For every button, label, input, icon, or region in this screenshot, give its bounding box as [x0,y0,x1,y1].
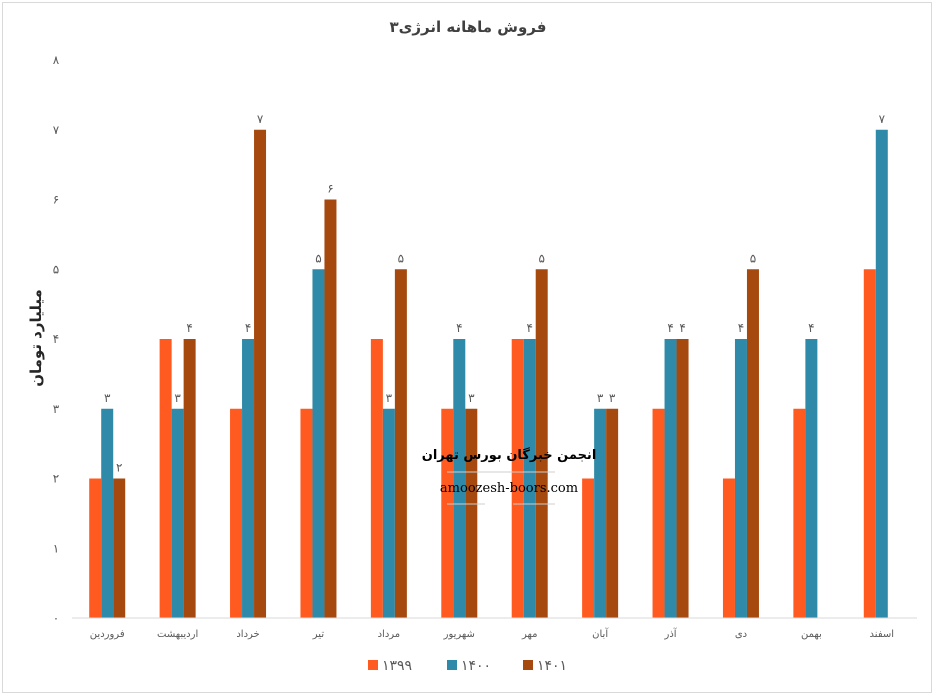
x-category-label: فروردین [90,629,125,640]
data-label: ۴ [186,321,192,335]
data-label: ۵ [398,251,404,265]
x-category-label: آبان [592,627,609,640]
data-label: ۴ [679,321,685,335]
bar [511,339,524,618]
x-category-label: مهر [521,629,537,640]
bar [324,199,337,618]
bar [652,408,665,618]
legend-label: ۱۴۰۱ [537,658,567,674]
y-axis-label: میلیارد تومان [27,289,45,387]
bar [370,339,383,618]
bar [793,408,806,618]
legend-swatch [368,660,378,670]
legend-swatch [447,660,457,670]
bar [805,339,818,618]
data-label: ۳ [174,391,181,405]
bar [453,339,466,618]
y-tick-label: ۶ [53,193,59,207]
y-tick-label: ۱ [53,541,59,555]
y-tick-label: ۵ [53,262,59,276]
legend-swatch [523,660,533,670]
data-label: ۲ [116,461,122,475]
x-axis-categories: فروردین اردیبهشت خرداد تیر مرداد شهریور مهر آبا… [90,627,894,640]
legend-label: ۱۴۰۰ [461,658,491,674]
data-label: ۴ [808,321,814,335]
data-label: ۴ [526,321,532,335]
data-label: ۴ [245,321,251,335]
bar [746,269,759,618]
x-category-label: خرداد [236,629,259,640]
data-label: ۳ [386,391,393,405]
y-tick-label: ۷ [53,123,60,137]
bar [312,269,325,618]
x-category-label: دی [735,629,747,640]
legend-label: ۱۳۹۹ [382,658,412,674]
data-label: ۳ [609,391,616,405]
bar [242,339,255,618]
watermark: انجمن خبرگان بورس تهران amoozesh-boors.c… [422,447,597,505]
y-tick-label: ۳ [53,402,60,416]
bar [594,408,607,618]
bar [606,408,619,618]
x-category-label: اردیبهشت [157,629,198,640]
x-category-label: مرداد [378,629,401,640]
data-label: ۳ [597,391,604,405]
y-tick-label: ۸ [53,53,60,67]
x-category-label: بهمن [801,629,822,640]
y-tick-label: ۲ [53,472,59,486]
data-label: ۷ [257,112,264,126]
bar [300,408,313,618]
bar [523,339,536,618]
bar [863,269,876,618]
data-label: ۴ [456,321,462,335]
data-label: ۷ [879,112,886,126]
bar [664,339,677,618]
data-label: ۶ [327,182,333,196]
bar [535,269,548,618]
bar [465,408,478,618]
data-label: ۵ [750,251,756,265]
bar [171,408,184,618]
bar [159,339,172,618]
x-category-label: اسفند [870,629,894,640]
bar [734,339,747,618]
y-tick-label: ۰ [53,611,59,625]
bar [441,408,454,618]
data-label: ۴ [667,321,673,335]
bar [582,478,595,618]
bar [113,478,126,618]
bar [875,129,888,618]
data-label: ۳ [104,391,111,405]
data-label: ۴ [738,321,744,335]
watermark-name: انجمن خبرگان بورس تهران [422,447,597,463]
data-label: ۵ [315,251,321,265]
bar [254,129,267,618]
watermark-url: amoozesh-boors.com [440,481,578,496]
bar [183,339,196,618]
bar [101,408,114,618]
bar [676,339,689,618]
legend: ۱۳۹۹ ۱۴۰۰ ۱۴۰۱ [368,658,567,674]
bar [230,408,243,618]
y-tick-label: ۴ [53,332,59,346]
data-label: ۳ [468,391,475,405]
x-category-label: شهریور [443,629,475,640]
bar [722,478,735,618]
bar [382,408,395,618]
chart-title: فروش ماهانه انرژی۳ [390,18,547,36]
bar [394,269,407,618]
x-category-label: تیر [312,629,325,640]
data-label: ۵ [538,251,544,265]
bar-series [89,129,888,618]
bar [89,478,102,618]
y-axis-ticks: ۰ ۱ ۲ ۳ ۴ ۵ ۶ ۷ ۸ [53,53,60,625]
x-category-label: آذر [664,627,678,640]
